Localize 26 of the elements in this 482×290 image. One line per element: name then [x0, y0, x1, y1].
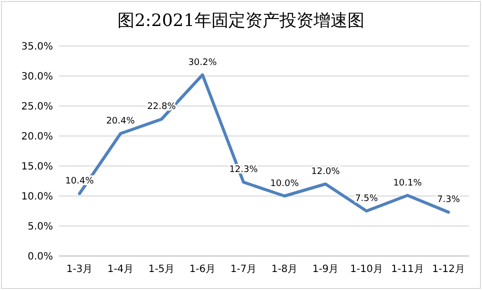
data-label: 20.4% — [106, 116, 136, 127]
x-tick-label: 1-4月 — [107, 264, 134, 275]
y-tick-label: 25.0% — [21, 102, 53, 112]
y-tick-label: 5.0% — [28, 222, 53, 232]
data-label: 10.1% — [393, 178, 422, 188]
x-tick-label: 1-9月 — [312, 264, 339, 275]
x-tick-label: 1-10月 — [350, 264, 383, 275]
y-tick-label: 0.0% — [28, 252, 53, 262]
data-label: 7.5% — [355, 194, 378, 204]
x-tick-label: 1-7月 — [230, 264, 257, 275]
x-tick-label: 1-6月 — [189, 264, 216, 275]
x-tick-label: 1-5月 — [148, 264, 175, 275]
y-tick-label: 20.0% — [21, 132, 53, 142]
x-tick-label: 1-3月 — [66, 264, 93, 275]
y-tick-label: 35.0% — [21, 42, 53, 52]
x-tick-label: 1-12月 — [432, 264, 465, 275]
x-tick-label: 1-8月 — [271, 264, 298, 275]
x-tick-label: 1-11月 — [391, 264, 424, 275]
data-label: 30.2% — [188, 58, 218, 68]
y-tick-label: 10.0% — [21, 192, 53, 202]
y-tick-label: 30.0% — [21, 72, 53, 82]
chart-title: 图2:2021年固定资产投资增速图 — [118, 11, 364, 31]
y-tick-label: 15.0% — [21, 162, 53, 172]
data-label: 10.0% — [270, 179, 300, 189]
data-label: 12.0% — [311, 167, 340, 177]
data-label: 7.3% — [437, 195, 460, 206]
